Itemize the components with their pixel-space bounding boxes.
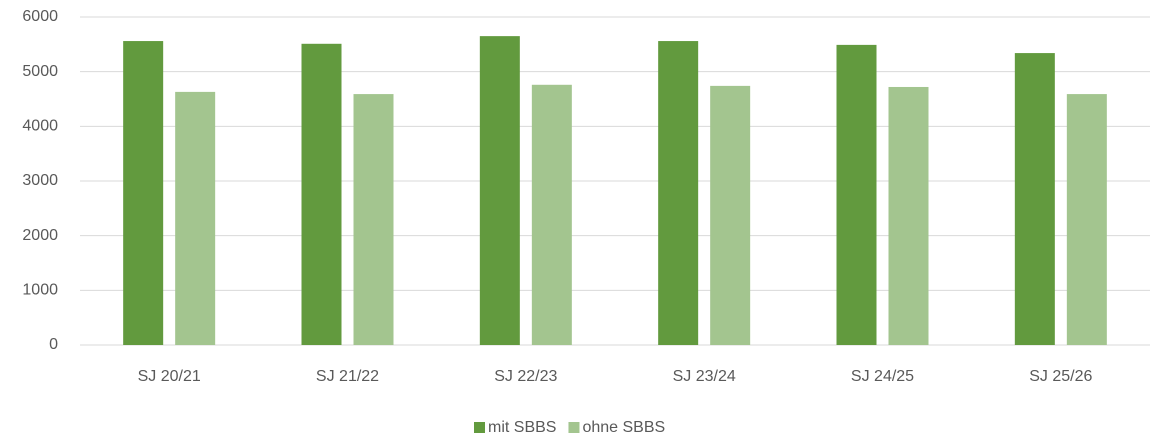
x-tick-label: SJ 25/26 <box>1029 368 1092 385</box>
x-tick-label: SJ 22/23 <box>494 368 557 385</box>
bar <box>479 36 520 346</box>
bar <box>1066 94 1107 345</box>
y-tick-label: 4000 <box>22 118 58 135</box>
y-tick-label: 2000 <box>22 227 58 244</box>
x-tick-label: SJ 23/24 <box>673 368 736 385</box>
bar <box>888 86 929 346</box>
y-tick-label: 3000 <box>22 172 58 189</box>
x-tick-label: SJ 24/25 <box>851 368 914 385</box>
legend-swatch <box>568 422 580 433</box>
bar <box>353 94 394 345</box>
bar <box>1014 53 1055 346</box>
y-tick-label: 1000 <box>22 282 58 299</box>
bar <box>658 41 699 345</box>
legend-label: ohne SBBS <box>582 419 665 436</box>
x-tick-label: SJ 21/22 <box>316 368 379 385</box>
y-tick-label: 0 <box>49 336 58 353</box>
y-tick-label: 5000 <box>22 63 58 80</box>
x-tick-label: SJ 20/21 <box>138 368 201 385</box>
bar <box>531 84 572 345</box>
bar <box>175 91 216 345</box>
bar <box>123 41 164 345</box>
y-tick-label: 6000 <box>22 8 58 25</box>
legend-label: mit SBBS <box>488 419 556 436</box>
bar <box>836 44 877 345</box>
bar <box>710 85 751 345</box>
legend-swatch <box>474 422 485 433</box>
bar <box>301 43 342 345</box>
